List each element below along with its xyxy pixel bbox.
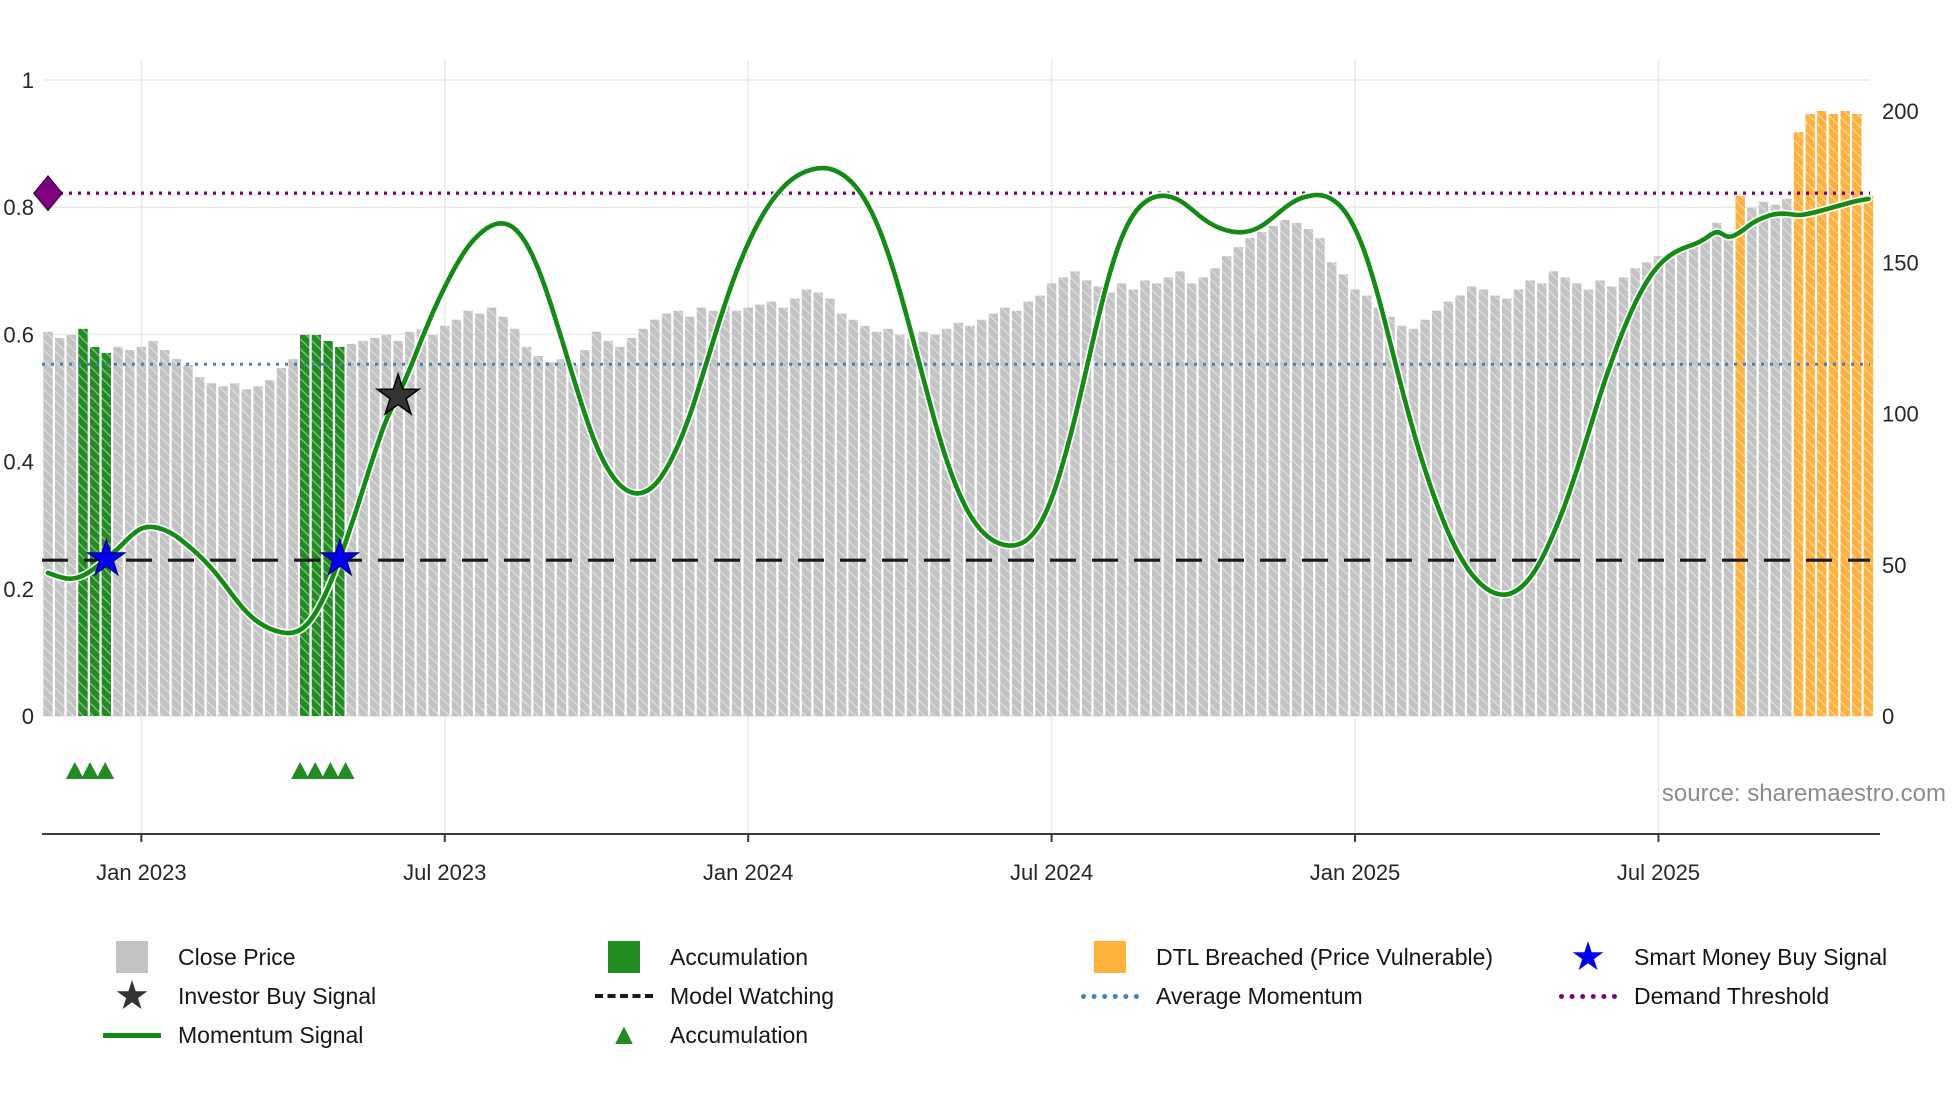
legend-item-close-price: Close Price bbox=[100, 938, 296, 976]
average-momentum-swatch bbox=[1078, 993, 1142, 999]
svg-text:0: 0 bbox=[1882, 704, 1894, 729]
svg-text:Jan 2023: Jan 2023 bbox=[96, 860, 187, 885]
svg-text:Jan 2025: Jan 2025 bbox=[1310, 860, 1401, 885]
svg-text:Jan 2024: Jan 2024 bbox=[703, 860, 794, 885]
svg-text:0.2: 0.2 bbox=[3, 577, 34, 602]
svg-text:Jul 2024: Jul 2024 bbox=[1010, 860, 1093, 885]
legend-label-smart-money-buy-signal: Smart Money Buy Signal bbox=[1634, 943, 1888, 970]
legend-label-investor-buy-signal: Investor Buy Signal bbox=[178, 982, 377, 1009]
close-price-bars bbox=[43, 111, 1874, 717]
accumulation-triangle-icon bbox=[65, 762, 84, 779]
green-triangle-icon: ▲ bbox=[609, 1018, 639, 1051]
legend-item-average-momentum: Average Momentum bbox=[1078, 977, 1363, 1015]
black-star-icon: ★ bbox=[114, 974, 150, 1018]
green-square-icon bbox=[608, 941, 640, 973]
smart-money-buy-star-icon bbox=[86, 537, 127, 577]
momentum-signal-line bbox=[45, 165, 1871, 636]
gridlines bbox=[42, 60, 1870, 834]
svg-text:50: 50 bbox=[1882, 553, 1906, 578]
investor-buy-swatch: ★ bbox=[100, 974, 164, 1018]
legend-item-model-watching: Model Watching bbox=[592, 977, 834, 1015]
accumulation-triangle-icon bbox=[306, 762, 325, 779]
blue-dotted-line-icon bbox=[1081, 993, 1139, 999]
legend-label-model-watching: Model Watching bbox=[670, 982, 835, 1009]
purple-dotted-line-icon bbox=[1559, 993, 1617, 999]
dtl-breached-swatch bbox=[1078, 941, 1142, 973]
legend-item-momentum-signal: Momentum Signal bbox=[100, 1016, 363, 1054]
price-momentum-chart: Jan 2023 Jul 2023 Jan 2024 Jul 2024 Jan 2025… bbox=[3, 60, 1919, 885]
investor-buy-star-icon bbox=[374, 371, 422, 416]
svg-text:0.4: 0.4 bbox=[3, 450, 34, 475]
legend-label-demand-threshold: Demand Threshold bbox=[1634, 982, 1830, 1009]
model-watching-swatch bbox=[592, 994, 656, 998]
orange-square-icon bbox=[1094, 941, 1126, 973]
accumulation-triangle-icon bbox=[321, 762, 340, 779]
svg-text:0.8: 0.8 bbox=[3, 195, 34, 220]
legend-item-investor-buy-signal: ★ Investor Buy Signal bbox=[100, 974, 377, 1018]
demand-threshold-swatch bbox=[1556, 993, 1620, 999]
black-dashed-line-icon bbox=[595, 994, 653, 998]
axes: Jan 2023 Jul 2023 Jan 2024 Jul 2024 Jan 2025… bbox=[3, 68, 1918, 885]
svg-text:150: 150 bbox=[1882, 250, 1919, 275]
accumulation-triangle-icon bbox=[96, 762, 115, 779]
legend-label-average-momentum: Average Momentum bbox=[1156, 982, 1363, 1009]
legend-label-momentum-signal: Momentum Signal bbox=[178, 1021, 364, 1048]
legend-item-dtl-breached: DTL Breached (Price Vulnerable) bbox=[1078, 938, 1493, 976]
smart-money-buy-star-icon bbox=[319, 537, 361, 577]
svg-text:0: 0 bbox=[22, 704, 34, 729]
legend-label-accumulation-triangle: Accumulation bbox=[670, 1021, 809, 1048]
momentum-swatch bbox=[100, 1032, 164, 1038]
legend-item-demand-threshold: Demand Threshold bbox=[1556, 977, 1829, 1015]
accumulation-triangle-icon bbox=[336, 762, 355, 779]
accumulation-triangle-swatch: ▲ bbox=[592, 1016, 656, 1054]
svg-text:100: 100 bbox=[1882, 402, 1919, 427]
legend-item-accumulation-triangle: ▲ Accumulation bbox=[592, 1016, 808, 1054]
green-line-icon bbox=[103, 1032, 161, 1038]
accumulation-swatch bbox=[592, 941, 656, 973]
svg-text:Jul 2023: Jul 2023 bbox=[403, 860, 486, 885]
source-note: source: sharemaestro.com bbox=[1661, 780, 1946, 807]
legend-label-close-price: Close Price bbox=[178, 943, 296, 970]
legend-item-accumulation: Accumulation bbox=[592, 938, 808, 976]
svg-text:0.6: 0.6 bbox=[3, 322, 34, 347]
demand-threshold-diamond-icon bbox=[33, 175, 63, 212]
legend-label-accumulation: Accumulation bbox=[670, 943, 809, 970]
accumulation-triangle-icon bbox=[291, 762, 310, 779]
chart-markers bbox=[33, 175, 422, 779]
accumulation-triangle-icon bbox=[81, 762, 99, 779]
blue-star-icon: ★ bbox=[1570, 935, 1606, 979]
legend-label-dtl-breached: DTL Breached (Price Vulnerable) bbox=[1156, 943, 1494, 970]
smart-money-swatch: ★ bbox=[1556, 935, 1620, 979]
close-price-swatch bbox=[100, 941, 164, 973]
svg-text:Jul 2025: Jul 2025 bbox=[1617, 860, 1700, 885]
svg-text:1: 1 bbox=[22, 68, 34, 93]
svg-text:200: 200 bbox=[1882, 99, 1919, 124]
close-price-square-icon bbox=[116, 941, 148, 973]
legend-item-smart-money-buy-signal: ★ Smart Money Buy Signal bbox=[1556, 935, 1888, 979]
